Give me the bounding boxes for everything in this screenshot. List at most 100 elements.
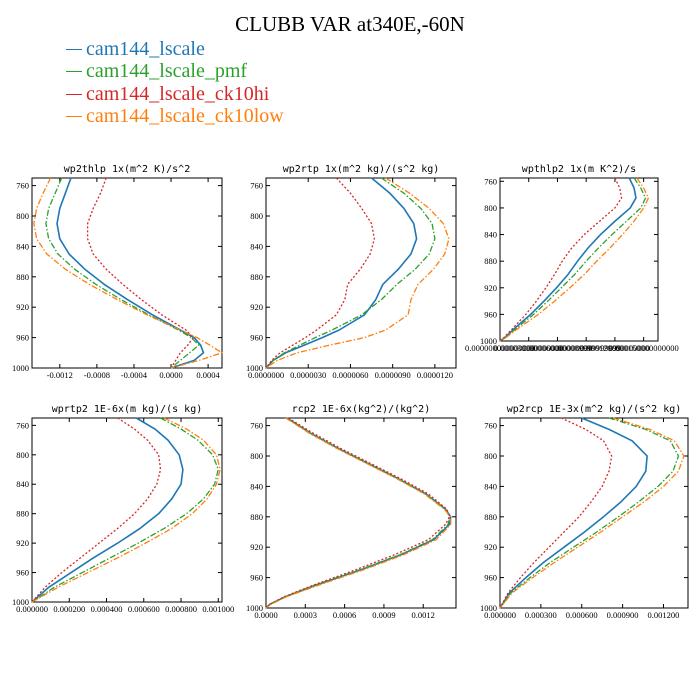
x-tick-label: 0.000200	[53, 604, 85, 614]
y-tick-label: 1000	[246, 363, 263, 373]
y-tick-label: 960	[484, 309, 497, 319]
x-tick-label: 0.000800	[165, 604, 197, 614]
x-tick-label: 0.0004	[196, 370, 220, 380]
y-tick-label: 920	[16, 538, 29, 548]
panel-title: wpthlp2 1x(m K^2)/s	[522, 164, 636, 175]
page-title: CLUBB VAR at340E,-60N	[235, 12, 465, 36]
y-tick-label: 1000	[480, 336, 497, 346]
x-tick-label: 0.000030000000000	[494, 343, 564, 353]
chart-panel: rcp2 1E-6x(kg^2)/(kg^2) 760 800 840 880 920 96…	[246, 404, 457, 620]
series-line-cam144-lscale-ck10hi	[265, 177, 376, 369]
legend-swatch	[66, 93, 82, 95]
chart-panel: wp2rcp 1E-3x(m^2 kg)/(s^2 kg) 760 800 840 88…	[480, 404, 689, 620]
plot-frame	[499, 417, 689, 609]
series-line-cam144-lscale-pmf	[265, 177, 436, 369]
series-line-cam144-lscale-ck10hi	[86, 177, 194, 369]
series-line-cam144-lscale-pmf	[45, 177, 200, 369]
y-tick-label: 880	[16, 509, 29, 519]
x-tick-label: 0.0000000	[248, 370, 284, 380]
panel-title: wprtp2 1E-6x(m kg)/(s kg)	[52, 404, 203, 415]
y-tick-label: 920	[484, 542, 497, 552]
y-tick-label: 880	[484, 512, 497, 522]
x-tick-label: 0.000089999999999	[551, 343, 621, 353]
y-tick-label: 920	[484, 283, 497, 293]
series-line-cam144-lscale	[499, 417, 648, 609]
x-tick-label: 0.0000	[254, 610, 277, 620]
y-tick-label: 760	[250, 421, 263, 431]
legend-item: cam144_lscale	[66, 38, 284, 61]
x-tick-label: 0.0009	[372, 610, 395, 620]
y-tick-label: 800	[250, 211, 263, 221]
series-line-cam144-lscale-ck10low	[265, 177, 450, 369]
y-tick-label: 760	[16, 420, 29, 430]
x-tick-label: -0.0012	[47, 370, 73, 380]
y-tick-label: 920	[16, 302, 29, 312]
series-line-cam144-lscale-pmf	[499, 417, 680, 609]
panel-title: wp2rtp 1x(m^2 kg)/(s^2 kg)	[283, 164, 440, 175]
plot-frame	[31, 417, 223, 603]
legend-swatch	[66, 71, 82, 73]
y-tick-label: 960	[484, 573, 497, 583]
series-line-cam144-lscale	[265, 417, 452, 609]
panel-title: wp2thlp 1x(m^2 K)/s^2	[64, 164, 190, 175]
y-tick-label: 1000	[246, 603, 263, 613]
series-line-cam144-lscale-pmf	[499, 177, 647, 342]
y-tick-label: 760	[484, 176, 497, 186]
legend-label: cam144_lscale_ck10low	[86, 105, 284, 128]
legend-label: cam144_lscale	[86, 37, 205, 60]
chart-panel: wp2rtp 1x(m^2 kg)/(s^2 kg) 760 800 840 880 92…	[246, 164, 457, 380]
series-line-cam144-lscale-pmf	[31, 417, 219, 603]
y-tick-label: 840	[16, 241, 29, 251]
y-tick-label: 920	[250, 302, 263, 312]
legend-item: cam144_lscale_ck10hi	[66, 83, 284, 106]
y-tick-label: 760	[484, 421, 497, 431]
legend-swatch	[66, 48, 82, 50]
chart-panel: wp2thlp 1x(m^2 K)/s^2 760 800 840 880 920 960 1…	[12, 164, 223, 380]
y-tick-label: 880	[16, 272, 29, 282]
x-tick-label: 0.000400	[91, 604, 123, 614]
x-tick-label: 0.000600	[566, 610, 598, 620]
y-tick-label: 760	[16, 181, 29, 191]
series-line-cam144-lscale-ck10hi	[499, 177, 623, 342]
x-tick-label: 0.0000060	[332, 370, 368, 380]
series-line-cam144-lscale	[265, 177, 418, 369]
panel-title: wp2rcp 1E-3x(m^2 kg)/(s^2 kg)	[507, 404, 682, 415]
y-tick-label: 760	[250, 181, 263, 191]
x-tick-label: 0.000060000000000	[522, 343, 592, 353]
series-line-cam144-lscale	[56, 177, 205, 369]
x-tick-label: 0.0000120	[417, 370, 453, 380]
x-tick-label: 0.000120000000000	[580, 343, 650, 353]
legend: cam144_lscale cam144_lscale_pmf cam144_l…	[66, 38, 284, 128]
legend-swatch	[66, 116, 82, 118]
y-tick-label: 800	[16, 211, 29, 221]
y-tick-label: 800	[484, 203, 497, 213]
x-tick-label: 0.0012	[412, 610, 435, 620]
x-tick-label: 0.000300	[525, 610, 557, 620]
y-tick-label: 1000	[12, 363, 29, 373]
y-tick-label: 840	[250, 481, 263, 491]
x-tick-label: 0.0006	[333, 610, 356, 620]
y-tick-label: 800	[484, 451, 497, 461]
chart-panel: wprtp2 1E-6x(m kg)/(s kg) 760 800 840 880 920…	[12, 404, 234, 614]
series-line-cam144-lscale-ck10low	[265, 417, 452, 609]
legend-item: cam144_lscale_ck10low	[66, 105, 284, 129]
series-line-cam144-lscale-ck10hi	[31, 417, 162, 603]
plot-frame	[499, 177, 659, 342]
y-tick-label: 800	[250, 451, 263, 461]
y-tick-label: 880	[250, 512, 263, 522]
y-tick-label: 840	[484, 230, 497, 240]
y-tick-label: 960	[16, 568, 29, 578]
x-tick-label: 0.000000	[16, 604, 48, 614]
plot-frame	[265, 177, 457, 369]
legend-item: cam144_lscale_pmf	[66, 60, 284, 84]
series-line-cam144-lscale-ck10hi	[265, 417, 451, 609]
plot-frame	[265, 417, 457, 609]
x-tick-label: 0.0000	[159, 370, 182, 380]
x-tick-label: 0.000000	[484, 610, 516, 620]
y-tick-label: 1000	[12, 597, 29, 607]
x-tick-label: 0.000150000000000	[609, 343, 679, 353]
series-line-cam144-lscale	[499, 177, 637, 342]
panel-title: rcp2 1E-6x(kg^2)/(kg^2)	[292, 404, 430, 415]
x-tick-label: 0.0000030	[290, 370, 326, 380]
